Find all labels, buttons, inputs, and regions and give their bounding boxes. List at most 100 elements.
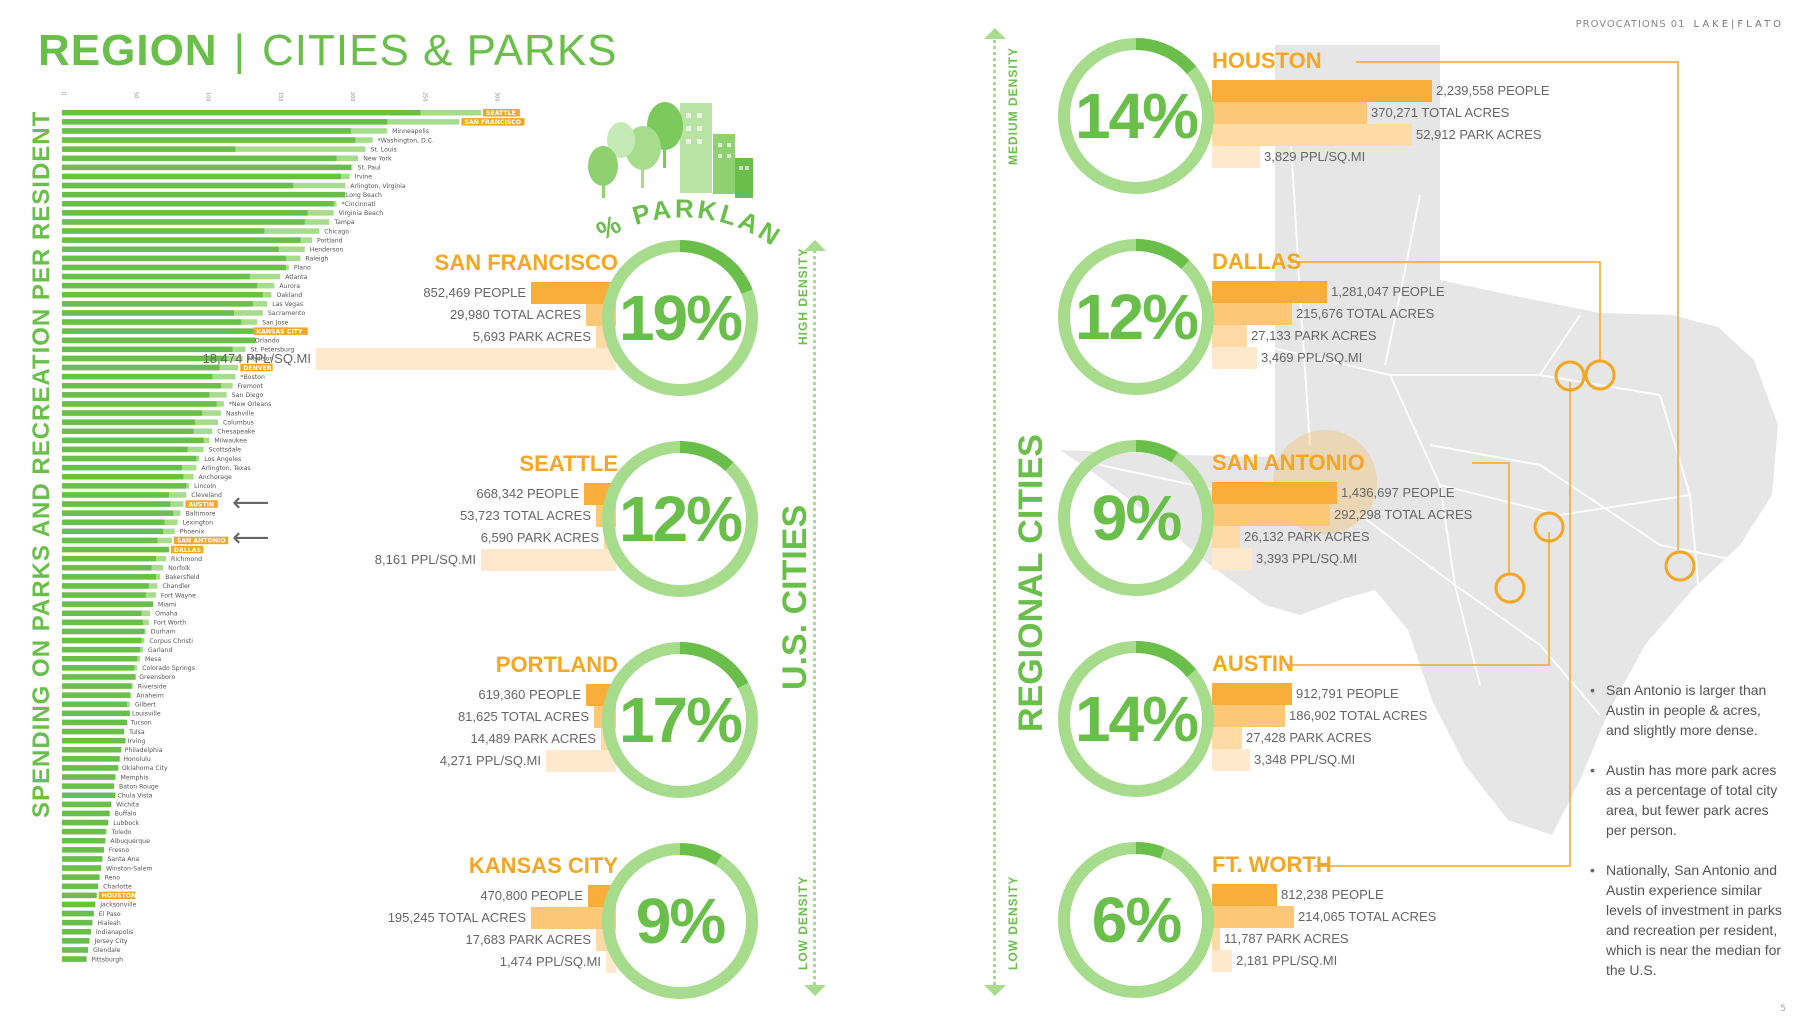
spending-bar-dark — [62, 637, 142, 644]
spending-bar-dark — [62, 446, 188, 453]
city-name: SEATTLE — [519, 451, 618, 476]
spending-bar-dark — [62, 683, 132, 689]
spending-bar-dark — [62, 474, 184, 480]
city-tick-label: Winston-Salem — [106, 865, 153, 872]
parkland-percent: 9% — [635, 885, 727, 957]
city-tick-label: Irvine — [355, 174, 373, 181]
spending-bar-dark — [62, 355, 227, 362]
spending-bar-dark — [62, 155, 337, 161]
us-density-arrow-up — [804, 240, 826, 251]
city-tick-label: St. Louis — [370, 146, 396, 153]
total_acres-bar — [1212, 303, 1292, 325]
city-tick-label: Milwaukee — [214, 438, 247, 445]
city-tick-label: Pittsburgh — [92, 956, 124, 963]
city-tick-label: Buffalo — [115, 811, 137, 818]
spending-bar-dark — [62, 319, 242, 325]
park_acres-stat: 6,590 PARK ACRES — [480, 530, 599, 545]
city-tick-label: Sacramento — [268, 310, 306, 317]
spending-bar-dark — [62, 328, 259, 334]
city-tick-label: KANSAS CITY — [256, 328, 303, 335]
park_acres-stat: 26,132 PARK ACRES — [1244, 529, 1370, 544]
total_acres-stat: 214,065 TOTAL ACRES — [1298, 909, 1437, 924]
parkland-percent: 12% — [618, 483, 743, 555]
city-tick-label: Irving — [128, 738, 146, 745]
total_acres-stat: 292,298 TOTAL ACRES — [1334, 507, 1473, 522]
people-bar — [1212, 80, 1432, 102]
people-stat: 619,360 PEOPLE — [478, 687, 581, 702]
city-tick-label: Aurora — [279, 283, 300, 290]
city-tick-label: Oakland — [277, 292, 303, 299]
city-tick-label: SAN FRANCISCO — [464, 119, 521, 126]
trees-buildings-illustration — [588, 102, 753, 198]
spending-bar-dark — [62, 164, 351, 171]
city-tick-label: Santa Ana — [107, 856, 139, 863]
city-tick-label: Miami — [158, 601, 177, 608]
city-tick-label: St. Petersburg — [251, 347, 295, 354]
highlighted-label-bg — [185, 500, 218, 508]
spending-bar-dark — [62, 346, 233, 353]
spending-bar-dark — [62, 892, 97, 899]
city-tick-label: Arlington, Texas — [201, 465, 250, 472]
city-tick-label: Chula Vista — [118, 793, 153, 800]
spending-bar-dark — [62, 592, 146, 598]
total_acres-stat: 29,980 TOTAL ACRES — [449, 307, 581, 322]
spending-bar-dark — [62, 701, 128, 707]
city-name: FT. WORTH — [1212, 852, 1332, 877]
city-tick-label: AUSTIN — [188, 501, 214, 508]
city-tick-label: Gilbert — [135, 702, 157, 709]
spending-bar-dark — [62, 237, 301, 243]
city-tick-label: El Paso — [99, 911, 121, 918]
city-name: KANSAS CITY — [468, 853, 618, 878]
highlighted-label-bg — [461, 118, 525, 126]
x-tick-label: 300 — [494, 92, 500, 102]
spending-bar-dark — [62, 810, 110, 817]
density-bar — [316, 348, 616, 370]
city-tick-label: Tulsa — [128, 729, 145, 736]
city-name: AUSTIN — [1212, 651, 1294, 676]
parkland-fraction-arc — [1058, 440, 1214, 596]
low-density-right-label: LOW DENSITY — [1006, 875, 1020, 970]
park_acres-stat: 17,683 PARK ACRES — [465, 932, 591, 947]
spending-bar-dark — [62, 692, 130, 698]
spending-bar-dark — [62, 483, 187, 489]
people-stat: 668,342 PEOPLE — [476, 486, 579, 501]
city-tick-label: Albuquerque — [110, 838, 150, 845]
parkland-percent: 6% — [1091, 884, 1183, 956]
parkland-fraction-arc — [1058, 38, 1214, 194]
density-stat: 3,348 PPL/SQ.MI — [1254, 752, 1356, 767]
spending-bar-dark — [62, 956, 87, 962]
spending-bar-dark — [62, 756, 120, 762]
page-title: REGION | CITIES & PARKS — [38, 26, 618, 76]
city-tick-label: Fort Wayne — [161, 592, 196, 599]
spending-bar-dark — [62, 301, 253, 307]
insight-item: San Antonio is larger than Austin in peo… — [1590, 680, 1786, 740]
parkland-percent: 9% — [1091, 482, 1183, 554]
spending-bar-dark — [62, 901, 96, 908]
spending-bar-dark — [62, 856, 103, 862]
people-bar — [1212, 281, 1327, 303]
san-antonio-pointer-arrow: ⟵ — [232, 523, 270, 553]
total_acres-stat: 215,676 TOTAL ACRES — [1296, 306, 1435, 321]
spending-bar-chart: 0 50 100 150 200 250 300 SEATTLE SAN FRANCISCO Mi… — [60, 92, 525, 963]
city-tick-label: Raleigh — [305, 256, 328, 263]
x-tick-label: 250 — [421, 92, 427, 102]
x-tick-label: 200 — [349, 92, 355, 102]
spending-bar-dark — [62, 847, 104, 853]
parkland-ring — [596, 435, 764, 603]
city-tick-label: Portland — [317, 237, 343, 244]
x-tick-label: 150 — [277, 92, 283, 102]
parkland-label-arc: % PARKLAND — [585, 100, 785, 253]
city-tick-label: Los Angeles — [204, 456, 241, 463]
city-tick-label: *Boston — [240, 374, 265, 381]
density-bar — [1212, 548, 1252, 570]
page-number: 5 — [1780, 1004, 1786, 1014]
city-tick-label: SEATTLE — [486, 110, 516, 117]
city-tick-label: Las Vegas — [272, 301, 303, 308]
city-tick-label: Toledo — [111, 829, 132, 836]
title-separator: | — [233, 26, 247, 75]
spending-bar-dark — [62, 628, 145, 635]
city-tick-label: Hialeah — [97, 920, 120, 927]
spending-bar-dark — [62, 383, 221, 389]
spending-bar-dark — [62, 264, 286, 271]
city-tick-label: *New Orleans — [229, 401, 271, 408]
